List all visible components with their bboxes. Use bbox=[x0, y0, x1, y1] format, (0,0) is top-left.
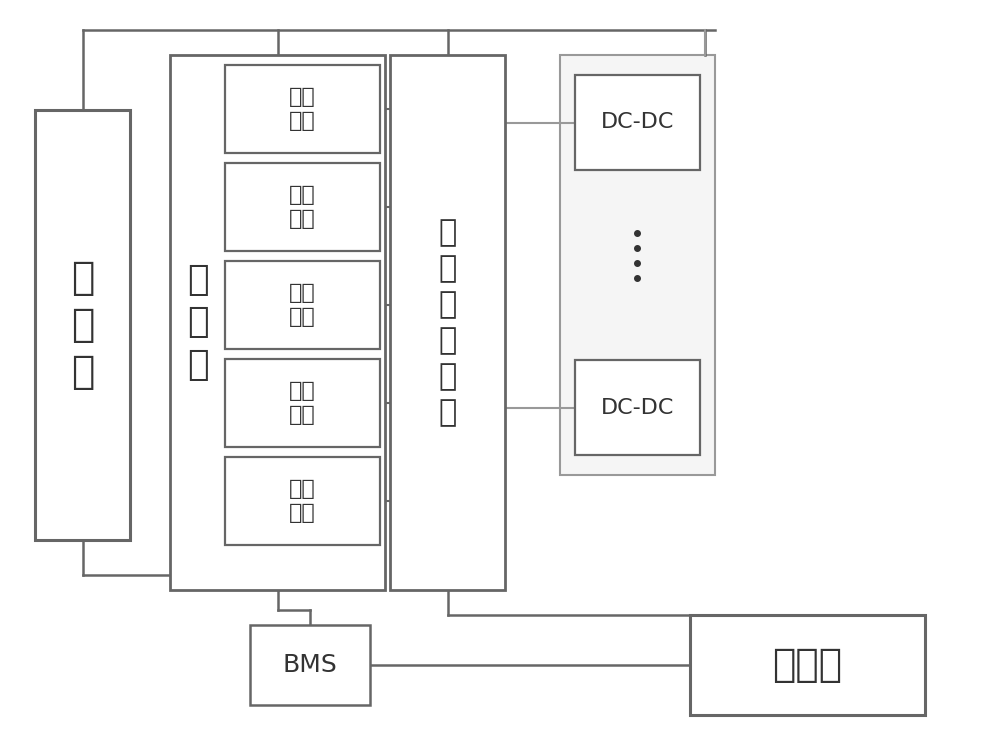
Bar bbox=[35, 110, 130, 540]
Bar bbox=[225, 163, 380, 251]
Text: 电池
单元: 电池 单元 bbox=[289, 87, 316, 131]
Text: 电池
单元: 电池 单元 bbox=[289, 381, 316, 425]
Text: 充
电
机: 充 电 机 bbox=[71, 259, 94, 391]
Bar bbox=[250, 625, 370, 705]
Bar bbox=[225, 457, 380, 545]
Text: 多
路
控
制
开
关: 多 路 控 制 开 关 bbox=[438, 218, 457, 427]
Bar bbox=[575, 75, 700, 170]
Text: 电池
单元: 电池 单元 bbox=[289, 283, 316, 327]
Bar bbox=[225, 359, 380, 447]
Text: 电池
单元: 电池 单元 bbox=[289, 185, 316, 229]
Bar bbox=[575, 360, 700, 455]
Text: BMS: BMS bbox=[283, 653, 337, 677]
Bar bbox=[170, 55, 385, 590]
Bar bbox=[390, 55, 505, 590]
Bar bbox=[225, 261, 380, 349]
Bar bbox=[690, 615, 925, 715]
Text: 电
池
组: 电 池 组 bbox=[187, 263, 209, 382]
Text: DC-DC: DC-DC bbox=[601, 397, 674, 418]
Text: 控制器: 控制器 bbox=[772, 646, 843, 684]
Bar bbox=[225, 65, 380, 153]
Text: DC-DC: DC-DC bbox=[601, 112, 674, 133]
Text: 电池
单元: 电池 单元 bbox=[289, 479, 316, 523]
Bar bbox=[560, 55, 715, 475]
